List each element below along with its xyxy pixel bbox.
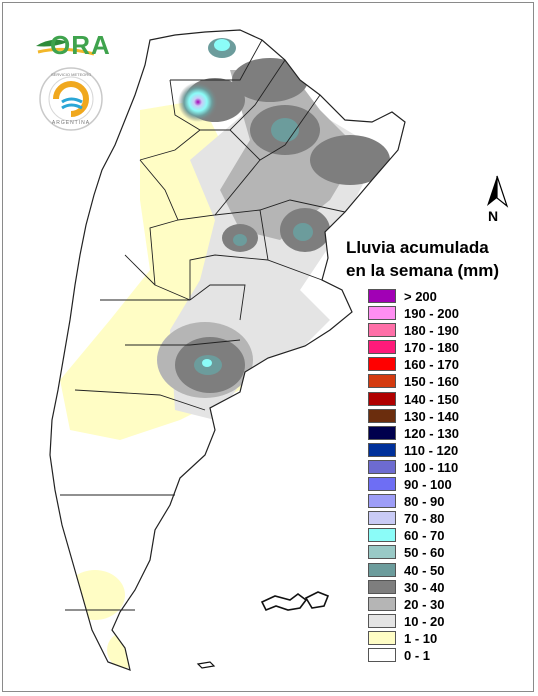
- legend-label: 110 - 120: [404, 442, 459, 458]
- legend-label: > 200: [404, 289, 437, 304]
- legend-label: 20 - 30: [404, 596, 445, 612]
- smn-ring-text: SERVICIO METEOROLÓGICO NACIONAL: [51, 73, 91, 77]
- legend-label: 50 - 60: [404, 545, 445, 561]
- province-borders: [60, 39, 346, 611]
- legend-label: 130 - 140: [404, 408, 459, 424]
- legend-swatch: [368, 545, 396, 560]
- legend-label: 10 - 20: [404, 613, 445, 629]
- legend-swatch: [368, 442, 396, 457]
- legend-swatch: [368, 494, 396, 509]
- legend-swatch: [368, 579, 396, 594]
- legend-swatch: [368, 374, 396, 389]
- ora-logo: ORA: [34, 28, 110, 60]
- legend-swatch: [368, 647, 396, 662]
- ora-leaf-icon: [36, 39, 95, 56]
- legend-label: 140 - 150: [404, 391, 459, 407]
- legend-title-line1: Lluvia acumulada: [346, 238, 489, 257]
- legend-swatch: [368, 477, 396, 492]
- legend-swatch: [368, 511, 396, 526]
- legend-label: 90 - 100: [404, 477, 452, 493]
- legend-label: 180 - 190: [404, 323, 459, 339]
- legend-label: 160 - 170: [404, 357, 459, 373]
- legend-swatch: [368, 630, 396, 645]
- legend-swatch: [368, 357, 396, 372]
- north-label: N: [488, 208, 499, 224]
- legend-swatch: [368, 306, 396, 321]
- smn-emblem-icon: [39, 67, 103, 131]
- north-arrow: N: [482, 174, 512, 224]
- legend-label: 1 - 10: [404, 630, 438, 646]
- legend-swatch: [368, 528, 396, 543]
- smn-country-text: ARGENTINA: [51, 120, 91, 126]
- legend-swatch: [368, 340, 396, 355]
- isla-de-los-estados: [196, 661, 216, 669]
- legend-swatch: [368, 459, 396, 474]
- north-arrow-icon: [487, 175, 509, 208]
- ora-logo-text: ORA: [50, 30, 111, 60]
- legend-swatch: [368, 425, 396, 440]
- legend-title: Lluvia acumulada en la semana (mm): [346, 236, 499, 282]
- legend-label: 60 - 70: [404, 528, 445, 544]
- legend-label: 0 - 1: [404, 647, 431, 663]
- legend-label: 80 - 90: [404, 494, 445, 510]
- smn-logo: SERVICIO METEOROLÓGICO NACIONAL ARGENTIN…: [38, 66, 104, 132]
- malvinas-islands: [260, 591, 330, 612]
- legend-label: 150 - 160: [404, 374, 459, 390]
- legend-swatch: [368, 289, 396, 303]
- legend-label: 120 - 130: [404, 425, 459, 441]
- legend-label: 100 - 110: [404, 459, 459, 475]
- country-outline: [49, 29, 406, 671]
- legend-title-line2: en la semana (mm): [346, 261, 500, 280]
- legend-swatch: [368, 596, 396, 611]
- legend-label: 70 - 80: [404, 511, 445, 527]
- legend-swatch: [368, 323, 396, 338]
- legend-label: 40 - 50: [404, 562, 445, 578]
- legend-label: 190 - 200: [404, 306, 459, 322]
- legend-swatch: [368, 408, 396, 423]
- legend-swatch: [368, 613, 396, 628]
- legend-label: 170 - 180: [404, 340, 459, 356]
- legend-label: 30 - 40: [404, 579, 445, 595]
- legend-swatch: [368, 562, 396, 577]
- legend-swatch: [368, 391, 396, 406]
